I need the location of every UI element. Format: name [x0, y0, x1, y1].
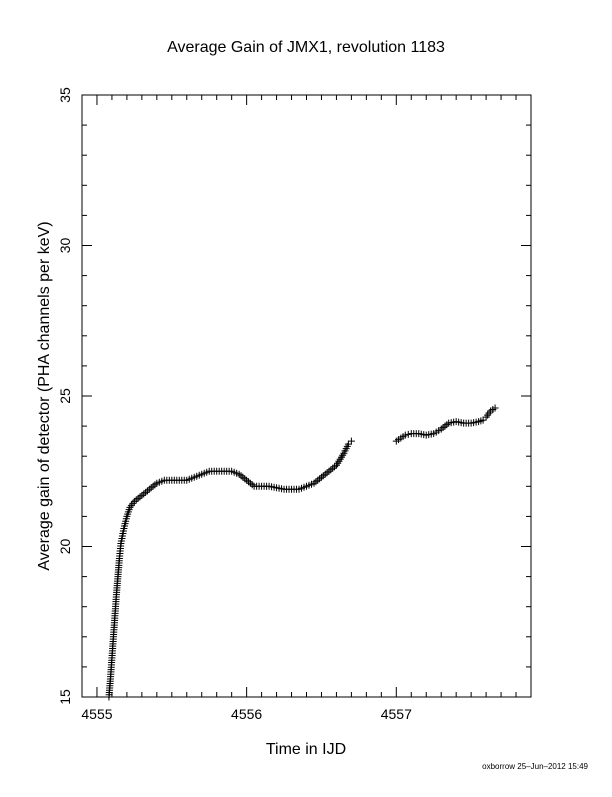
x-axis-label: Time in IJD: [266, 741, 346, 758]
data-point: [316, 475, 324, 483]
data-point: [143, 487, 151, 495]
data-point: [138, 491, 146, 499]
data-point: [314, 476, 322, 484]
x-tick-label: 4557: [381, 706, 412, 722]
data-point: [142, 488, 150, 496]
data-point: [140, 490, 148, 498]
data-point: [136, 493, 144, 501]
data-point: [245, 478, 253, 486]
data-point: [246, 479, 254, 487]
y-tick-label: 35: [57, 87, 73, 103]
x-tick-label: 4556: [231, 706, 262, 722]
data-point: [329, 464, 337, 472]
data-point: [344, 440, 352, 448]
data-point: [331, 463, 339, 471]
y-axis-label: Average gain of detector (PHA channels p…: [36, 221, 53, 570]
axis-tick-labels: 4555 4556 4557 15 20 25 30 35: [57, 87, 412, 722]
data-point: [491, 404, 499, 412]
data-point: [323, 469, 331, 477]
plot-frame: [81, 94, 532, 698]
x-tick-label: 4555: [81, 706, 112, 722]
data-point: [319, 472, 327, 480]
data-point: [441, 422, 449, 430]
data-point: [239, 473, 247, 481]
data-point: [404, 430, 412, 438]
data-point: [149, 482, 157, 490]
data-point: [145, 485, 153, 493]
data-point: [347, 437, 355, 445]
data-points: [105, 404, 499, 701]
y-tick-label: 20: [57, 539, 73, 555]
data-point: [325, 467, 333, 475]
data-point: [134, 494, 142, 502]
data-point: [439, 424, 447, 432]
data-point: [241, 475, 249, 483]
data-point: [401, 431, 409, 439]
data-point: [147, 484, 155, 492]
data-point: [132, 496, 140, 504]
data-point: [317, 473, 325, 481]
data-point: [327, 466, 335, 474]
y-tick-label: 25: [57, 388, 73, 404]
axis-ticks: [81, 94, 532, 698]
footer-credit: oxborrow 25–Jun–2012 15:49: [482, 762, 588, 771]
data-point: [479, 416, 487, 424]
y-tick-label: 15: [57, 689, 73, 705]
chart-title: Average Gain of JMX1, revolution 1183: [167, 39, 445, 56]
data-point: [243, 476, 251, 484]
y-tick-label: 30: [57, 238, 73, 254]
data-point: [248, 481, 256, 489]
data-point: [321, 470, 329, 478]
